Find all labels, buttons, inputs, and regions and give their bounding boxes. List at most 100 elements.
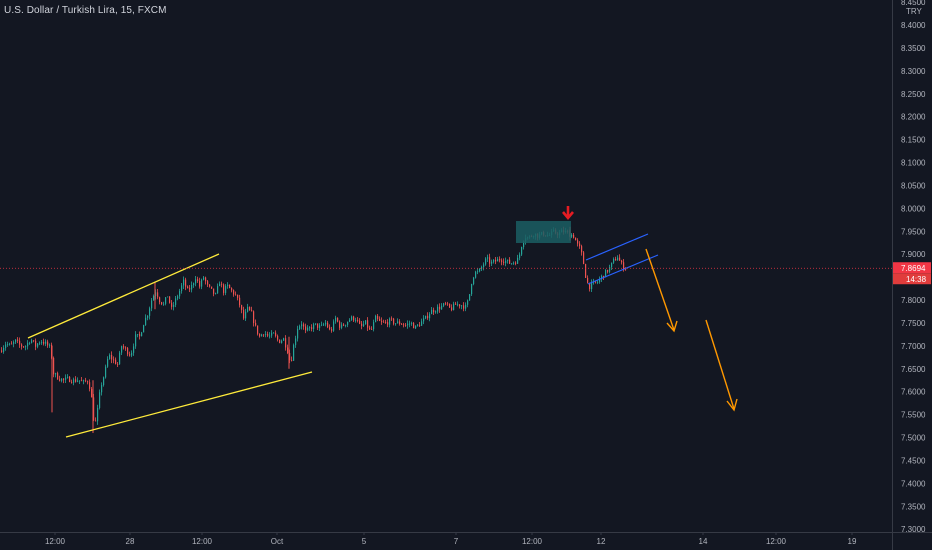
candle-body	[57, 373, 59, 380]
candle-body	[19, 340, 21, 345]
candle-body	[265, 334, 267, 335]
candle-body	[399, 321, 401, 325]
candle-body	[295, 338, 297, 346]
candle-body	[485, 258, 487, 265]
candle-body	[489, 257, 491, 264]
candle-body	[147, 315, 149, 318]
candle-body	[433, 309, 435, 313]
candle-body	[475, 271, 477, 278]
candle-body	[403, 324, 405, 326]
candle-body	[611, 262, 613, 267]
candle-body	[515, 262, 517, 264]
candle-body	[289, 352, 291, 361]
candle-body	[97, 407, 99, 422]
candle-body	[241, 305, 243, 310]
candle-body	[347, 321, 349, 325]
y-tick-label: 7.5500	[901, 411, 926, 420]
candle-body	[211, 286, 213, 289]
candle-body	[109, 354, 111, 359]
candle-body	[459, 304, 461, 307]
candle-body	[263, 334, 265, 336]
y-tick-label: 8.3000	[901, 67, 926, 76]
candle-body	[415, 325, 417, 329]
candle-body	[75, 379, 77, 382]
candle-body	[121, 346, 123, 353]
candle-body	[371, 329, 373, 330]
candle-body	[203, 277, 205, 280]
candle-body	[581, 246, 583, 253]
candle-body	[369, 327, 371, 330]
candle-body	[231, 288, 233, 291]
candle-body	[331, 329, 333, 331]
candle-body	[155, 292, 157, 297]
candle-body	[91, 388, 93, 398]
candle-body	[417, 324, 419, 326]
candle-body	[259, 333, 261, 337]
countdown-label: 14:38	[906, 275, 927, 284]
y-tick-label: 8.4000	[901, 21, 926, 30]
channel-upper-line[interactable]	[585, 233, 649, 261]
candle-body	[313, 324, 315, 329]
lower-trendline[interactable]	[65, 371, 313, 438]
candle-body	[117, 364, 119, 365]
candle-body	[111, 354, 113, 360]
candle-body	[87, 381, 89, 383]
candle-body	[247, 306, 249, 312]
candle-body	[271, 332, 273, 336]
candle-body	[375, 315, 377, 323]
candle-body	[267, 334, 269, 336]
candle-body	[305, 326, 307, 331]
resistance-zone[interactable]	[516, 221, 571, 243]
candle-body	[577, 240, 579, 244]
candle-body	[351, 316, 353, 320]
candle-body	[589, 282, 591, 290]
y-tick-label: 7.4000	[901, 479, 926, 488]
candle-body	[131, 352, 133, 356]
candle-body	[55, 373, 57, 375]
candle-body	[421, 321, 423, 326]
candle-body	[281, 340, 283, 343]
candle-body	[619, 257, 621, 261]
candle-body	[283, 338, 285, 341]
candle-body	[175, 298, 177, 305]
candle-body	[391, 318, 393, 320]
candle-body	[85, 380, 87, 382]
candle-body	[79, 380, 81, 382]
candle-body	[339, 321, 341, 328]
candle-body	[7, 344, 9, 346]
channel-lower-line[interactable]	[587, 254, 659, 285]
candle-body	[345, 324, 347, 326]
candle-body	[249, 306, 251, 311]
forecast-arrow-1[interactable]	[645, 248, 678, 333]
upper-trendline[interactable]	[27, 253, 220, 339]
candle-body	[455, 303, 457, 305]
candle-body	[151, 300, 153, 309]
candle-body	[467, 300, 469, 305]
candle-body	[311, 327, 313, 329]
candle-body	[625, 269, 627, 271]
candle-body	[221, 283, 223, 285]
candle-body	[205, 277, 207, 282]
candle-body	[379, 318, 381, 321]
candle-body	[39, 342, 41, 344]
candle-body	[513, 262, 515, 264]
down-arrow-icon[interactable]	[562, 206, 574, 221]
candle-body	[579, 243, 581, 247]
candle-body	[177, 296, 179, 299]
forecast-arrow-2[interactable]	[705, 319, 738, 412]
candle-body	[181, 285, 183, 291]
candle-body	[217, 286, 219, 294]
candle-body	[471, 283, 473, 295]
candle-body	[591, 282, 593, 290]
candle-body	[255, 322, 257, 326]
candle-body	[45, 341, 47, 344]
candle-body	[479, 268, 481, 272]
candle-body	[603, 275, 605, 278]
candle-body	[411, 323, 413, 324]
candle-body	[419, 324, 421, 326]
candle-body	[349, 319, 351, 322]
candle-body	[49, 344, 51, 346]
candle-body	[307, 327, 309, 331]
